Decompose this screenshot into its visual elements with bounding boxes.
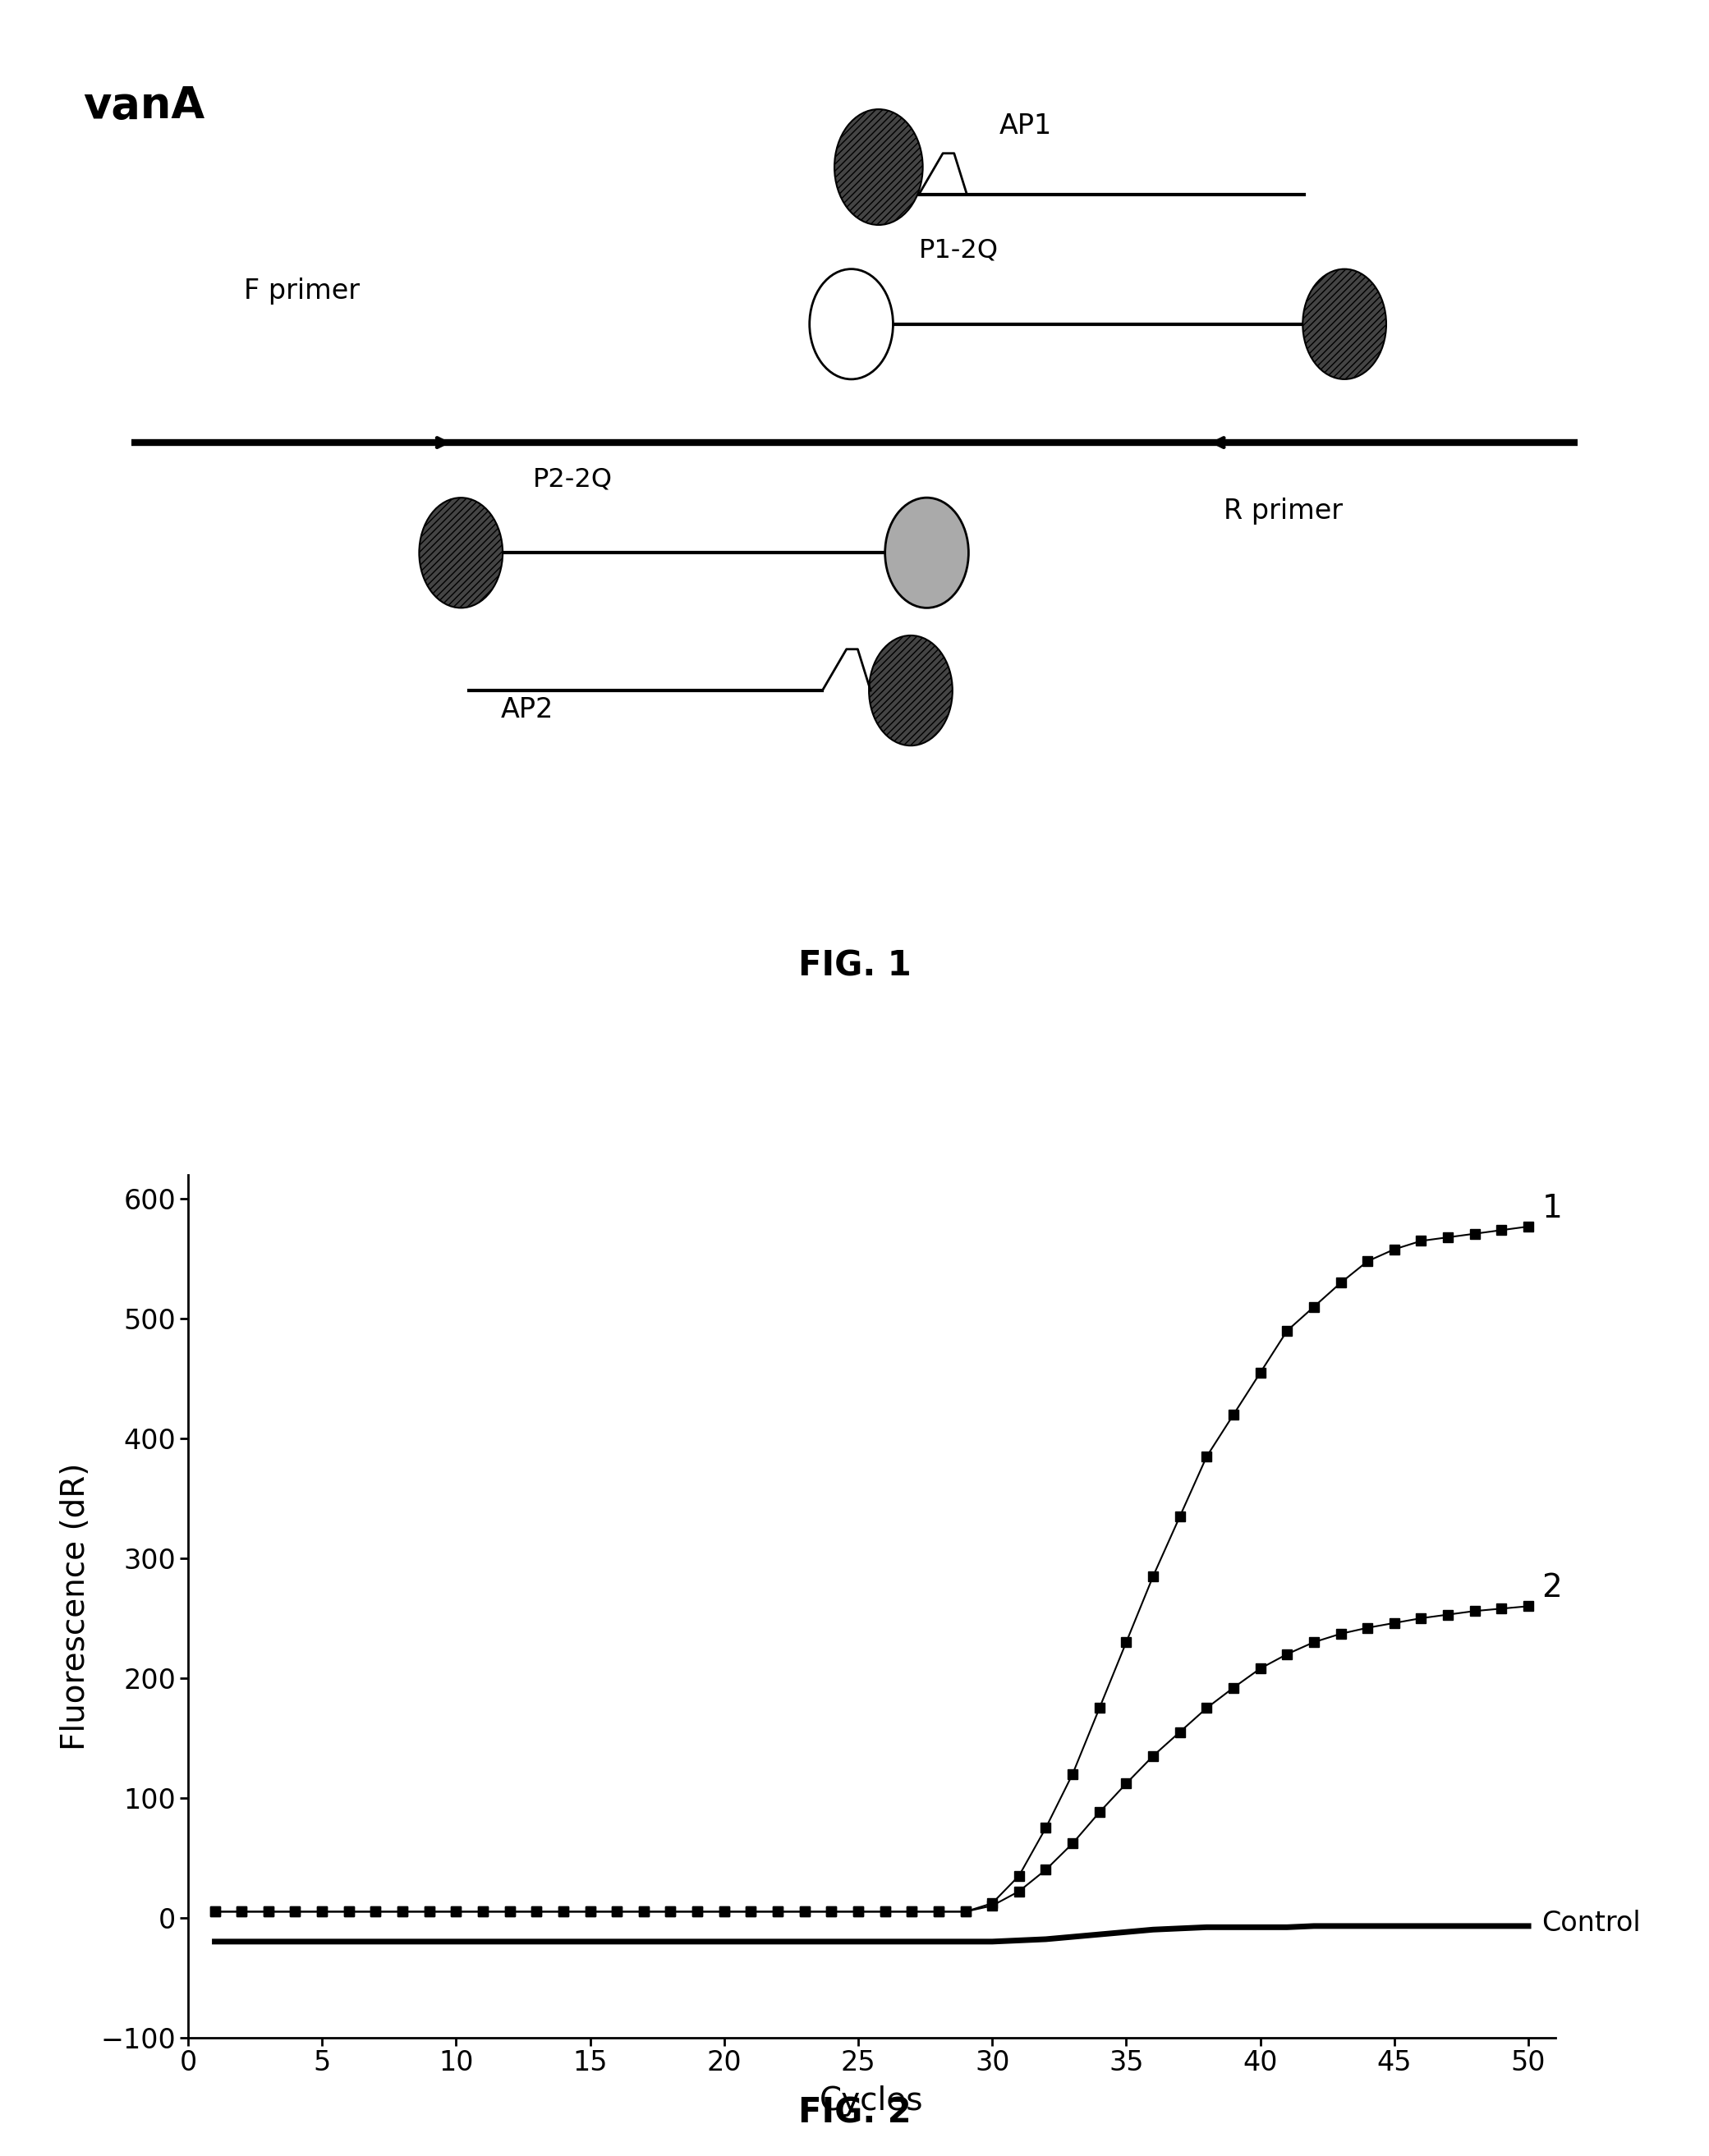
Text: P2-2Q: P2-2Q xyxy=(533,466,614,492)
Ellipse shape xyxy=(834,110,923,224)
Text: AP1: AP1 xyxy=(1000,112,1051,140)
Text: P1-2Q: P1-2Q xyxy=(919,237,998,263)
Text: vanA: vanA xyxy=(84,84,205,127)
Ellipse shape xyxy=(868,636,952,746)
Y-axis label: Fluorescence (dR): Fluorescence (dR) xyxy=(60,1462,92,1751)
Text: R primer: R primer xyxy=(1224,498,1343,524)
Text: FIG. 2: FIG. 2 xyxy=(798,2096,911,2130)
Ellipse shape xyxy=(419,498,502,608)
Text: FIG. 1: FIG. 1 xyxy=(798,949,911,983)
X-axis label: Cycles: Cycles xyxy=(820,2085,923,2117)
Ellipse shape xyxy=(885,498,969,608)
Text: 1: 1 xyxy=(1542,1192,1562,1225)
Ellipse shape xyxy=(810,270,894,379)
Text: F primer: F primer xyxy=(244,278,361,304)
Text: 2: 2 xyxy=(1542,1572,1562,1604)
Text: AP2: AP2 xyxy=(501,696,554,722)
Text: Control: Control xyxy=(1542,1910,1641,1938)
Ellipse shape xyxy=(1302,270,1386,379)
